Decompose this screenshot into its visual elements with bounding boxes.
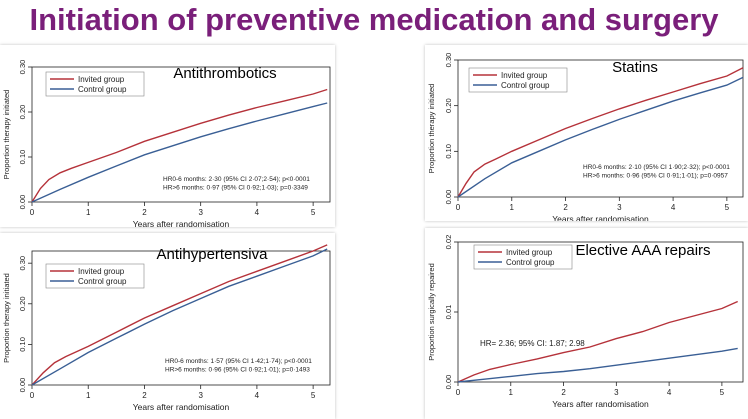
legend-label-invited-group: Invited group — [506, 248, 553, 257]
chart-antihypertensiva: 0.00 0.10 0.20 0.30 0 1 2 3 4 5 Years after random… — [2, 244, 331, 412]
legend-box — [45, 263, 145, 289]
x-tick-label: 3 — [614, 388, 619, 397]
x-tick-label: 3 — [198, 391, 203, 400]
y-tick-label: 0.30 — [444, 53, 453, 68]
legend-label-control-group: Control group — [506, 258, 555, 267]
x-tick-label: 2 — [142, 391, 147, 400]
series-line-control-group — [31, 102, 328, 203]
series-line-invited-group — [457, 300, 738, 383]
series-line-control-group — [457, 347, 738, 383]
x-tick-label: 3 — [617, 203, 622, 212]
chart-title: Antithrombotics — [173, 65, 276, 82]
series-line-invited-group — [31, 244, 328, 386]
chart-title: Statins — [612, 59, 658, 76]
x-tick-label: 4 — [255, 391, 260, 400]
chart-title: Elective AAA repairs — [575, 242, 710, 259]
x-tick-label: 1 — [86, 391, 91, 400]
y-tick-label: 0.30 — [18, 60, 27, 75]
chart-panel-statins: 0.00 0.10 0.20 0.30 0 1 2 3 4 5 Years after random… — [425, 45, 748, 221]
y-tick-label: 0.00 — [18, 378, 27, 393]
x-tick-label: 4 — [671, 203, 676, 212]
slide-title: Initiation of preventive medication and … — [29, 2, 719, 37]
chart-antithrombotics: 0.00 0.10 0.20 0.30 0 1 2 3 4 5 Years after random… — [2, 60, 331, 227]
series-line-control-group — [31, 248, 328, 386]
x-axis-label: Years after randomisation — [552, 399, 649, 409]
legend-label-invited-group: Invited group — [78, 267, 125, 276]
y-axis-label: Proportion therapy initiated — [427, 84, 436, 174]
x-tick-label: 1 — [509, 388, 514, 397]
x-tick-label: 3 — [198, 208, 203, 217]
legend-box — [45, 71, 145, 97]
chart-elective-aaa-repairs: 0.00 0.01 0.02 0 1 2 3 4 5 Years after randomisat… — [427, 235, 744, 409]
x-tick-label: 2 — [561, 388, 566, 397]
annotation-line: HR0-6 months: 2·30 (95% CI 2·07;2·54); p… — [163, 176, 310, 183]
legend-label-control-group: Control group — [78, 85, 127, 94]
annotation-line: HR= 2.36; 95% CI: 1.87; 2.98 — [480, 339, 585, 348]
y-tick-label: 0.10 — [444, 144, 453, 159]
x-axis-label: Years after randomisation — [133, 402, 230, 412]
x-tick-label: 5 — [311, 391, 316, 400]
y-tick-label: 0.00 — [444, 190, 453, 205]
series-line-invited-group — [457, 67, 744, 198]
legend-label-invited-group: Invited group — [78, 75, 125, 84]
x-tick-label: 1 — [86, 208, 91, 217]
x-tick-label: 4 — [667, 388, 672, 397]
x-tick-label: 0 — [456, 203, 461, 212]
legend-box — [473, 244, 573, 270]
annotation-line: HR0-6 months: 2·10 (95% CI 1·90;2·32); p… — [583, 164, 730, 171]
annotation-line: HR0-6 months: 1·57 (95% CI 1·42;1·74); p… — [165, 358, 312, 365]
x-tick-label: 5 — [720, 388, 725, 397]
y-tick-label: 0.10 — [18, 337, 27, 352]
x-tick-label: 1 — [510, 203, 515, 212]
x-tick-label: 0 — [30, 391, 35, 400]
chart-elective-aaa-repairs-content: 0.00 0.01 0.02 0 1 2 3 4 5 Years after randomisat… — [427, 235, 744, 409]
x-tick-label: 0 — [30, 208, 35, 217]
chart-panel-antithrombotics: 0.00 0.10 0.20 0.30 0 1 2 3 4 5 Years after random… — [0, 45, 335, 227]
x-tick-label: 5 — [725, 203, 730, 212]
y-tick-label: 0.20 — [444, 98, 453, 113]
chart-antihypertensiva-content: 0.00 0.10 0.20 0.30 0 1 2 3 4 5 Years after random… — [2, 244, 331, 412]
x-axis-label: Years after randomisation — [552, 214, 649, 221]
legend-label-control-group: Control group — [501, 81, 550, 90]
y-axis-label: Proportion therapy initiated — [2, 273, 11, 363]
series-line-invited-group — [31, 88, 328, 203]
y-tick-label: 0.20 — [18, 105, 27, 120]
legend-box — [468, 67, 568, 93]
chart-title: Antihypertensiva — [157, 246, 269, 263]
chart-statins-content: 0.00 0.10 0.20 0.30 0 1 2 3 4 5 Years after random… — [427, 53, 744, 221]
x-axis-label: Years after randomisation — [133, 219, 230, 227]
x-tick-label: 2 — [563, 203, 568, 212]
y-tick-label: 0.00 — [18, 195, 27, 210]
chart-statins: 0.00 0.10 0.20 0.30 0 1 2 3 4 5 Years after random… — [427, 53, 744, 221]
legend-label-invited-group: Invited group — [501, 71, 548, 80]
x-tick-label: 4 — [255, 208, 260, 217]
y-tick-label: 0.01 — [444, 305, 453, 320]
y-tick-label: 0.02 — [444, 235, 453, 250]
y-axis-label: Proportion therapy initiated — [2, 90, 11, 180]
chart-panel-antihypertensiva: 0.00 0.10 0.20 0.30 0 1 2 3 4 5 Years after random… — [0, 233, 335, 419]
y-tick-label: 0.10 — [18, 150, 27, 165]
x-tick-label: 0 — [456, 388, 461, 397]
y-tick-label: 0.20 — [18, 296, 27, 311]
annotation-line: HR>6 months: 0·97 (95% CI 0·92;1·03); p=… — [163, 185, 308, 192]
y-tick-label: 0.30 — [18, 256, 27, 271]
annotation-line: HR>6 months: 0·96 (95% CI 0·91;1·01); p=… — [583, 173, 728, 180]
legend-label-control-group: Control group — [78, 277, 127, 286]
x-tick-label: 2 — [142, 208, 147, 217]
series-line-control-group — [457, 76, 744, 198]
y-axis-label: Proportion surgically repaired — [427, 263, 436, 361]
annotation-line: HR>6 months: 0·96 (95% CI 0·92;1·01); p=… — [165, 367, 310, 374]
y-tick-label: 0.00 — [444, 375, 453, 390]
x-tick-label: 5 — [311, 208, 316, 217]
chart-panel-elective-aaa-repairs: 0.00 0.01 0.02 0 1 2 3 4 5 Years after randomisat… — [425, 228, 748, 419]
chart-antithrombotics-content: 0.00 0.10 0.20 0.30 0 1 2 3 4 5 Years after random… — [2, 60, 331, 227]
